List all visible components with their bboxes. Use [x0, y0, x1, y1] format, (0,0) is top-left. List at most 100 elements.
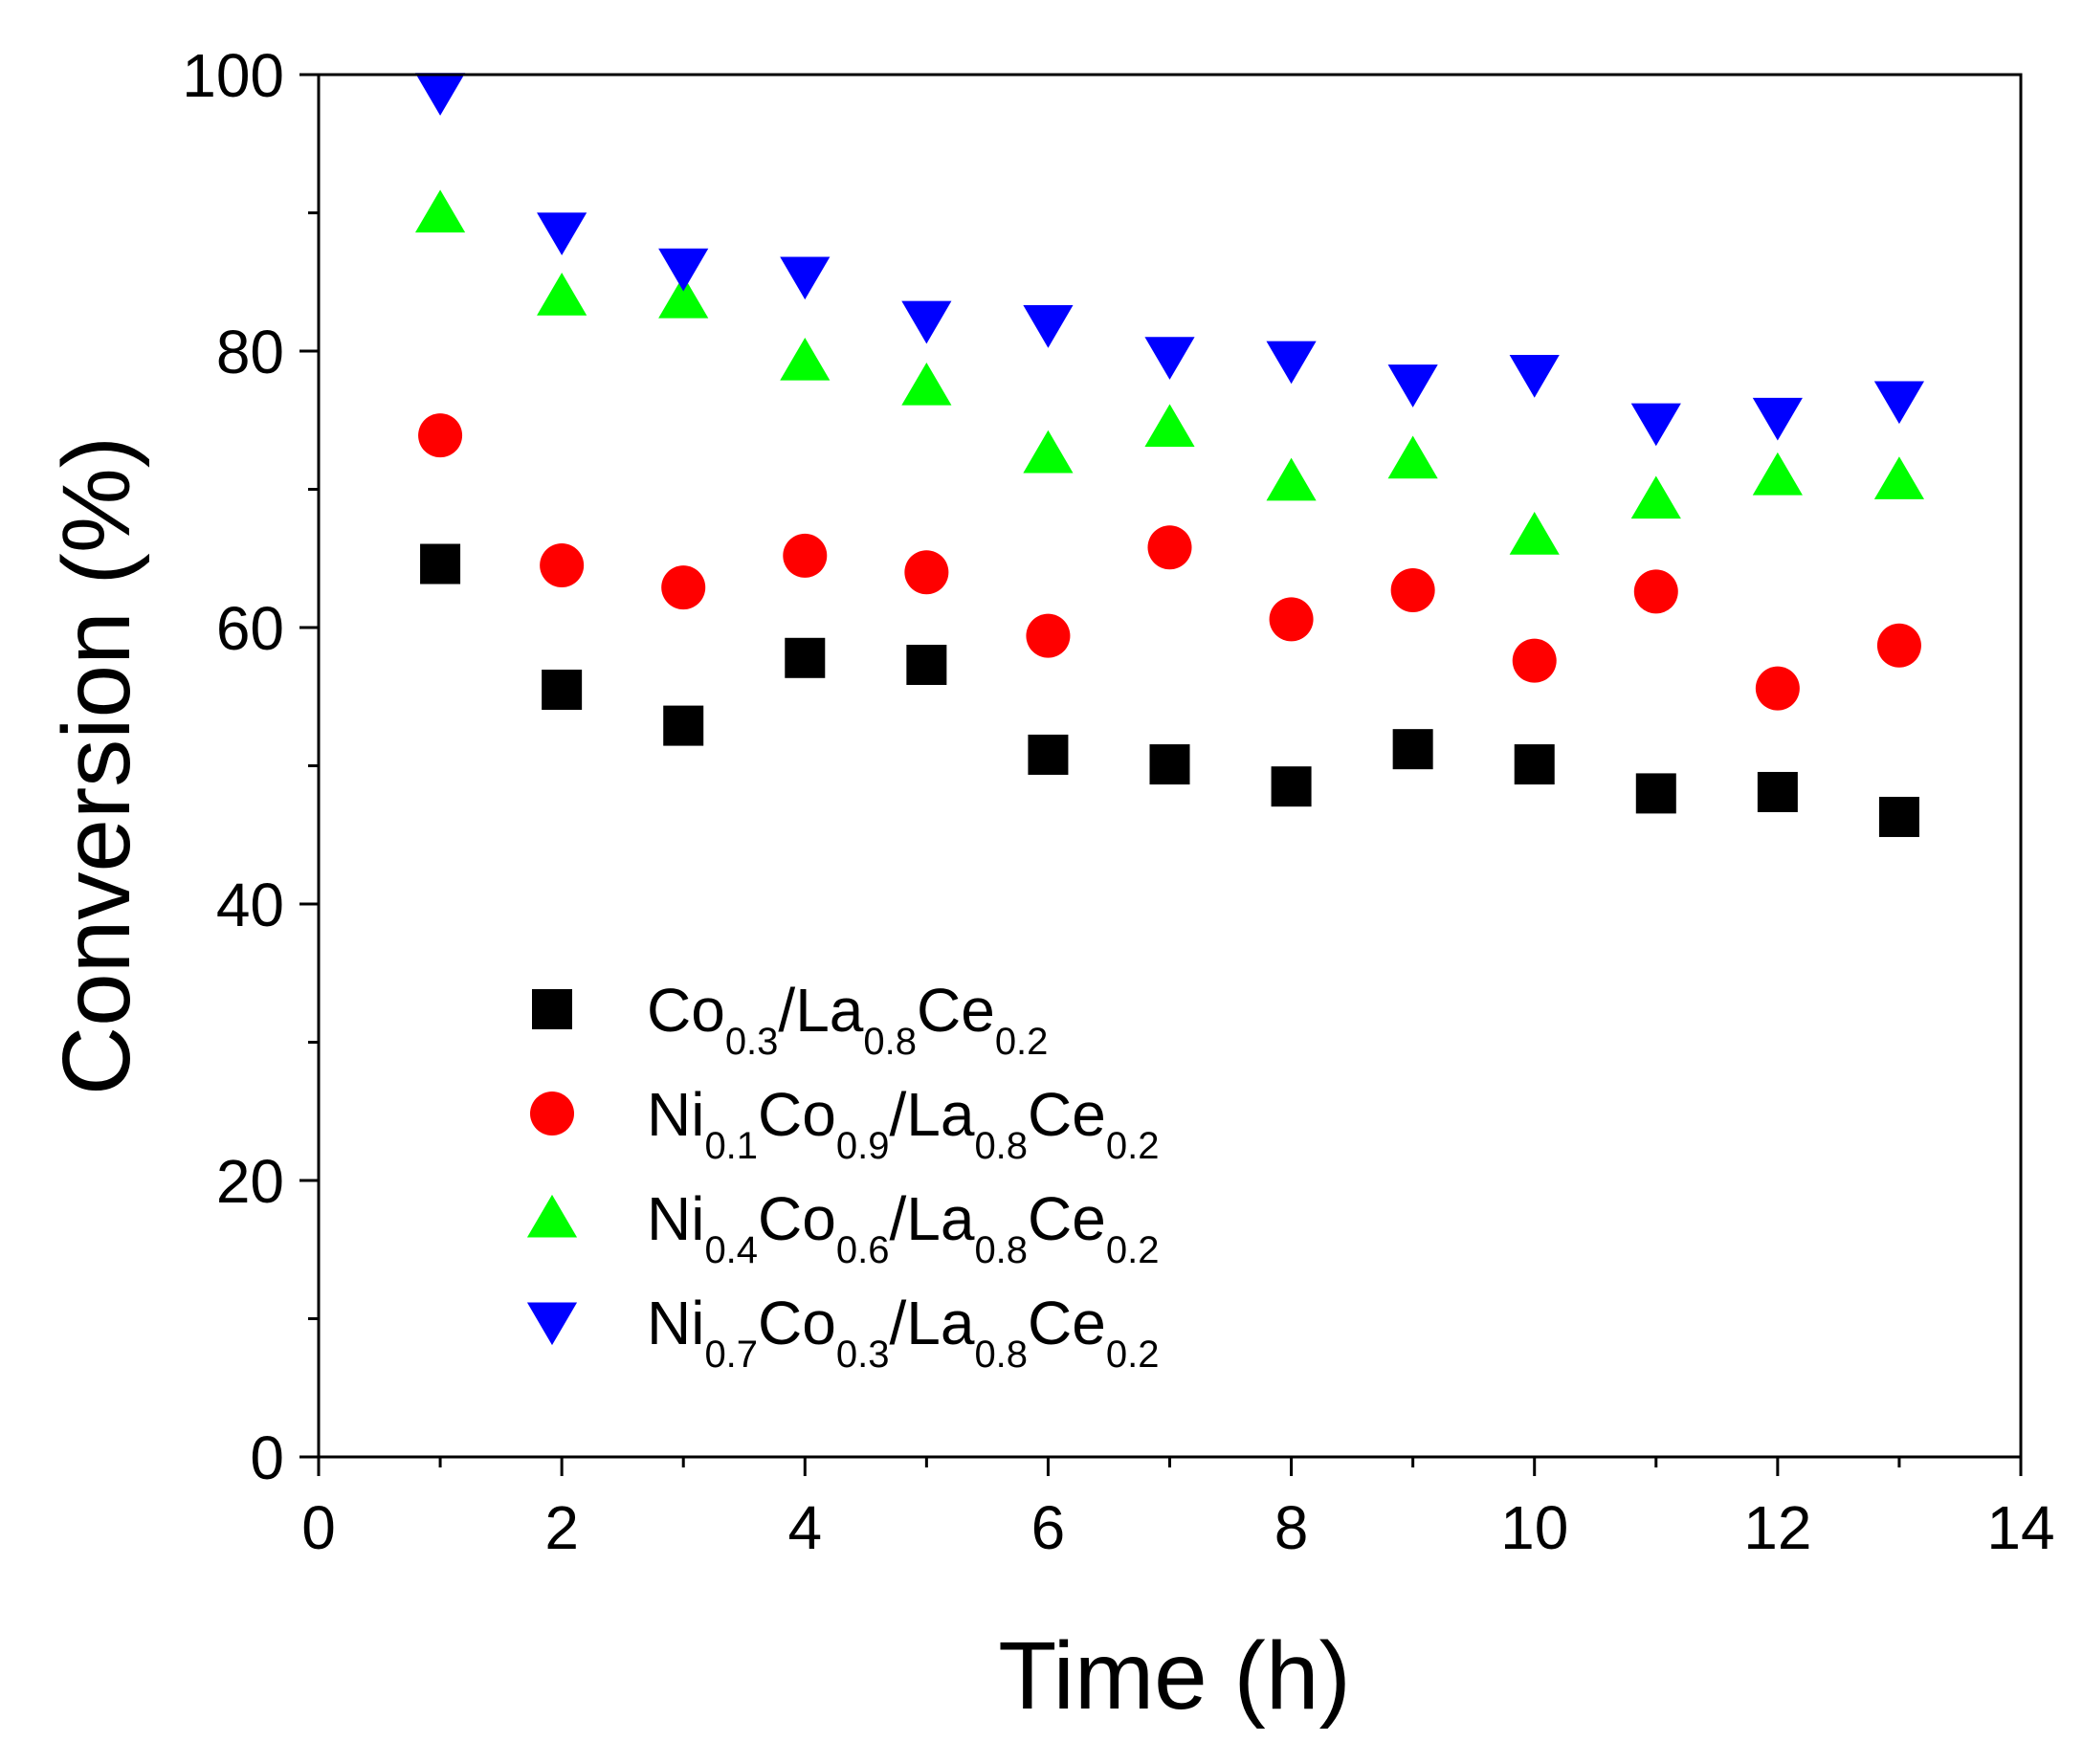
legend-item: Ni0.4Co0.6/La0.8Ce0.2 — [526, 1184, 1159, 1271]
data-point — [1752, 397, 1803, 441]
series-4 — [414, 73, 1925, 447]
series-1 — [420, 543, 1919, 837]
legend-marker — [530, 1091, 574, 1136]
data-point — [1149, 744, 1190, 785]
legend-label-subscript: 0.8 — [974, 1125, 1028, 1167]
legend-label-subscript: 0.7 — [704, 1334, 758, 1376]
data-point — [1144, 404, 1195, 448]
legend-label-part: Ce — [1028, 1080, 1106, 1149]
y-tick-label: 20 — [216, 1147, 284, 1216]
x-tick-label: 4 — [787, 1493, 822, 1562]
data-point — [658, 275, 709, 319]
legend-label-part: Ni — [647, 1184, 704, 1253]
data-point — [1147, 525, 1192, 570]
data-point — [1392, 729, 1433, 770]
legend-label-part: Ce — [917, 976, 995, 1045]
legend-label-subscript: 0.2 — [1106, 1334, 1160, 1376]
legend: Co0.3/La0.8Ce0.2Ni0.1Co0.9/La0.8Ce0.2Ni0… — [526, 976, 1159, 1376]
data-point — [906, 645, 947, 686]
legend-label-part: /La — [889, 1289, 974, 1357]
legend-marker — [526, 1194, 578, 1238]
x-axis-title: Time (h) — [998, 1622, 1351, 1730]
data-point — [1512, 638, 1557, 683]
data-point — [418, 413, 463, 458]
legend-item: Co0.3/La0.8Ce0.2 — [532, 976, 1048, 1063]
legend-item: Ni0.7Co0.3/La0.8Ce0.2 — [526, 1289, 1159, 1376]
legend-label-subscript: 0.9 — [836, 1125, 890, 1167]
legend-marker — [526, 1302, 578, 1346]
legend-label-subscript: 0.3 — [725, 1021, 779, 1063]
data-point — [904, 550, 949, 595]
legend-label-subscript: 0.8 — [974, 1229, 1028, 1271]
x-tick-label: 10 — [1500, 1493, 1568, 1562]
data-point — [1026, 613, 1071, 658]
data-point — [1755, 666, 1800, 711]
x-tick-label: 8 — [1274, 1493, 1309, 1562]
legend-label-part: Ce — [1028, 1289, 1106, 1357]
legend-label: Ni0.1Co0.9/La0.8Ce0.2 — [647, 1080, 1159, 1167]
legend-label-part: /La — [889, 1184, 974, 1253]
data-point — [1509, 355, 1560, 398]
data-point — [661, 565, 706, 610]
data-point — [1878, 796, 1919, 837]
data-point — [785, 637, 826, 678]
data-point — [540, 542, 585, 587]
data-point — [537, 212, 587, 255]
legend-label: Ni0.7Co0.3/La0.8Ce0.2 — [647, 1289, 1159, 1376]
legend-label-part: Co — [758, 1184, 836, 1253]
data-point — [1269, 597, 1314, 642]
legend-label-subscript: 0.2 — [1106, 1229, 1160, 1271]
legend-label-part: Ni — [647, 1289, 704, 1357]
y-tick-label: 80 — [216, 318, 284, 386]
data-point — [1144, 337, 1195, 380]
legend-label-part: Co — [647, 976, 725, 1045]
data-point — [1752, 452, 1803, 496]
x-tick-label: 0 — [301, 1493, 336, 1562]
data-point — [1387, 435, 1438, 479]
data-point — [901, 362, 952, 406]
y-tick-label: 60 — [216, 594, 284, 663]
legend-label-part: /La — [889, 1080, 974, 1149]
data-point — [901, 300, 952, 344]
data-point — [1873, 381, 1925, 425]
data-point — [1028, 734, 1069, 775]
x-tick-label: 2 — [544, 1493, 579, 1562]
data-point — [1509, 512, 1560, 555]
legend-label-subscript: 0.1 — [704, 1125, 758, 1167]
series-2 — [418, 413, 1921, 711]
data-point — [1266, 341, 1317, 385]
legend-label-part: /La — [778, 976, 863, 1045]
data-point — [1271, 766, 1312, 807]
legend-label-subscript: 0.8 — [974, 1334, 1028, 1376]
x-tick-label: 12 — [1743, 1493, 1811, 1562]
data-point — [1630, 475, 1681, 519]
legend-label-part: Ce — [1028, 1184, 1106, 1253]
data-point — [414, 73, 466, 116]
data-point — [783, 533, 828, 578]
data-point — [658, 248, 709, 292]
ticks-layer: 0 2 4 6 8 10 12 14 0 20 40 60 80 100 — [182, 41, 2054, 1562]
y-tick-label: 100 — [182, 41, 284, 110]
data-point — [1390, 567, 1435, 612]
legend-label-part: Co — [758, 1289, 836, 1357]
y-tick-label: 0 — [250, 1423, 284, 1492]
legend-label-subscript: 0.8 — [863, 1021, 917, 1063]
data-point — [537, 273, 587, 316]
data-point — [780, 256, 831, 300]
legend-label-subscript: 0.2 — [1106, 1125, 1160, 1167]
legend-marker — [532, 989, 572, 1029]
legend-label-subscript: 0.2 — [995, 1021, 1049, 1063]
data-point — [780, 337, 831, 381]
legend-label-subscript: 0.6 — [836, 1229, 890, 1271]
data-point — [1387, 364, 1438, 408]
y-axis-title: Conversion (%) — [43, 436, 150, 1095]
data-point — [1630, 403, 1681, 447]
data-point — [1757, 771, 1798, 812]
x-tick-label: 6 — [1031, 1493, 1066, 1562]
legend-label-part: Co — [758, 1080, 836, 1149]
legend-label: Ni0.4Co0.6/La0.8Ce0.2 — [647, 1184, 1159, 1271]
data-point — [1876, 623, 1921, 668]
